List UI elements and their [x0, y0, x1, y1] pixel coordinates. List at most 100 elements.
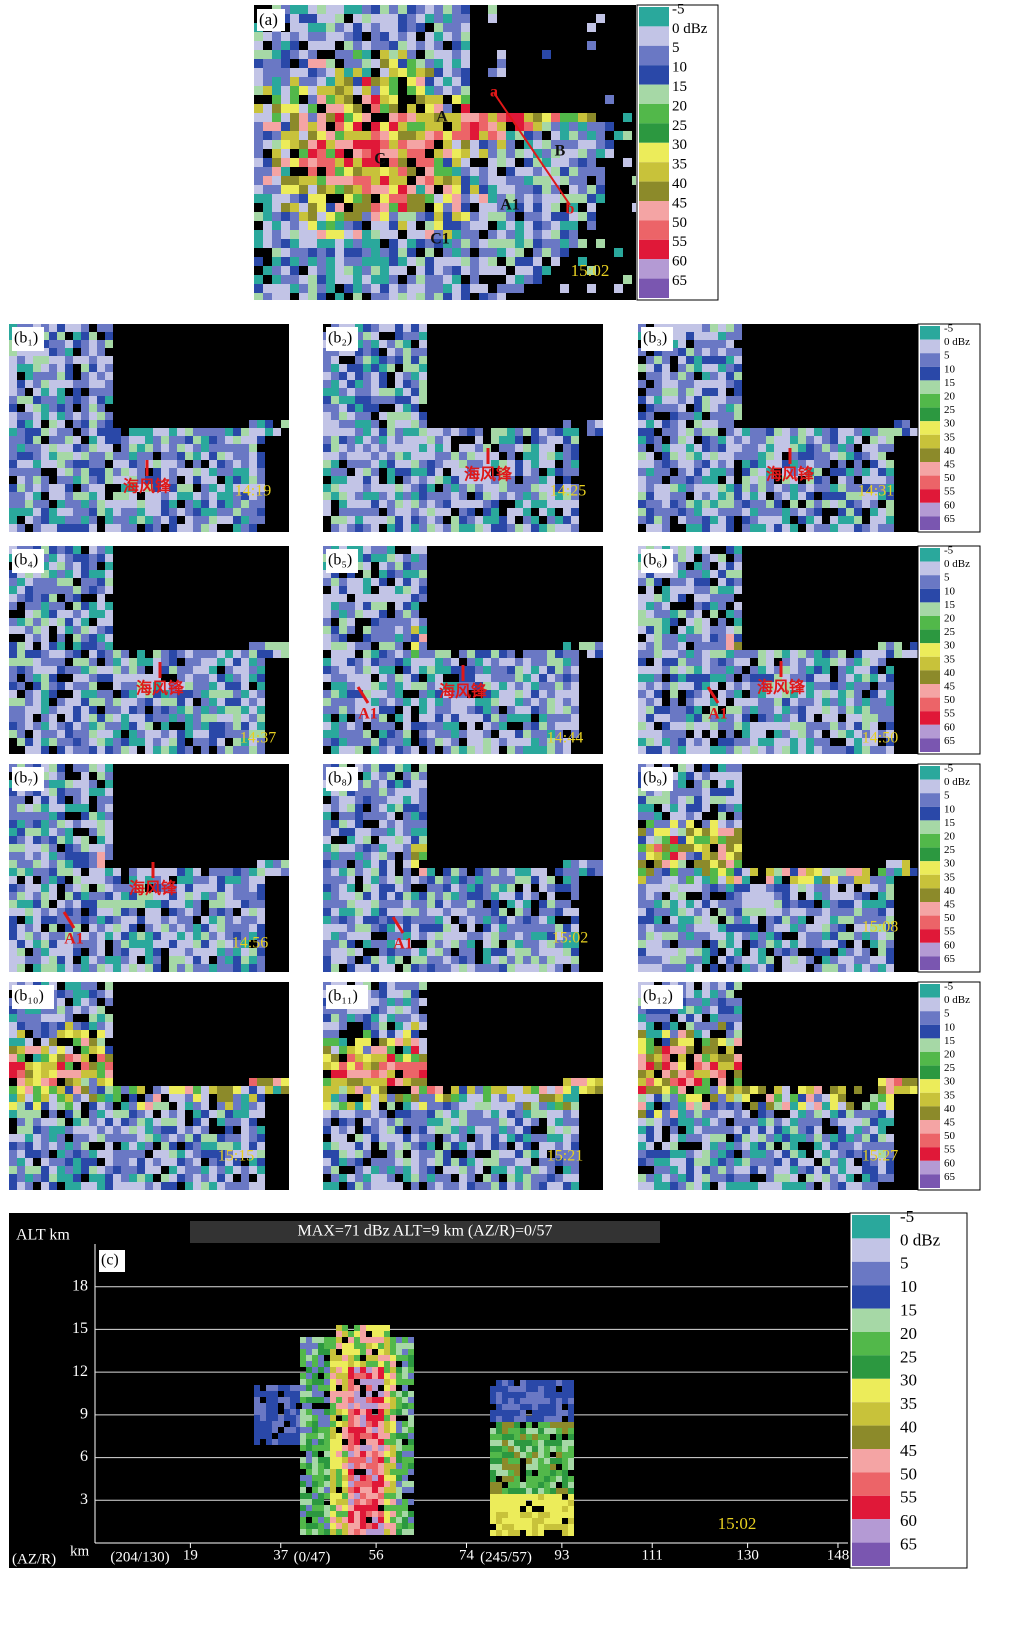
echo-cell	[371, 524, 379, 532]
echo-cell	[686, 746, 694, 754]
echo-cell	[389, 68, 398, 77]
echo-cell	[17, 618, 25, 626]
colorbar-label: 25	[944, 404, 956, 416]
echo-cell	[33, 452, 41, 460]
echo-cell	[726, 730, 734, 738]
echo-cell	[766, 746, 774, 754]
echo-cell	[57, 476, 65, 484]
echo-cell	[419, 396, 427, 404]
echo-cell	[344, 131, 353, 140]
echo-cell	[41, 578, 49, 586]
echo-cell	[331, 524, 339, 532]
echo-cell	[435, 714, 443, 722]
echo-cell	[217, 956, 225, 964]
colorbar-swatch	[639, 65, 669, 84]
echo-cell	[523, 706, 531, 714]
echo-cell	[411, 444, 419, 452]
echo-cell	[646, 602, 654, 610]
echo-cell	[662, 444, 670, 452]
echo-cell	[419, 420, 427, 428]
echo-cell	[73, 788, 81, 796]
echo-cell	[153, 468, 161, 476]
echo-cell	[694, 698, 702, 706]
echo-cell	[33, 626, 41, 634]
echo-cell	[547, 452, 555, 460]
echo-cell	[371, 468, 379, 476]
echo-cell	[89, 332, 97, 340]
colorbar-swatch	[920, 462, 940, 476]
echo-cell	[654, 380, 662, 388]
echo-cell	[177, 964, 185, 972]
echo-cell	[353, 23, 362, 32]
echo-cell	[662, 492, 670, 500]
echo-cell	[379, 812, 387, 820]
echo-cell	[389, 113, 398, 122]
echo-cell	[483, 722, 491, 730]
echo-cell	[254, 257, 263, 266]
echo-cell	[822, 666, 830, 674]
echo-cell	[49, 444, 57, 452]
echo-cell	[662, 428, 670, 436]
echo-cell	[209, 964, 217, 972]
echo-cell	[41, 388, 49, 396]
echo-cell	[89, 492, 97, 500]
echo-cell	[263, 59, 272, 68]
echo-cell	[335, 176, 344, 185]
echo-cell	[317, 41, 326, 50]
echo-cell	[403, 674, 411, 682]
echo-cell	[459, 650, 467, 658]
echo-cell	[467, 706, 475, 714]
echo-cell	[435, 460, 443, 468]
echo-cell	[241, 924, 249, 932]
echo-cell	[403, 666, 411, 674]
echo-cell	[638, 484, 646, 492]
echo-cell	[290, 50, 299, 59]
echo-cell	[539, 674, 547, 682]
echo-cell	[718, 500, 726, 508]
echo-cell	[185, 452, 193, 460]
echo-cell	[678, 706, 686, 714]
echo-cell	[578, 113, 587, 122]
echo-cell	[506, 185, 515, 194]
echo-cell	[734, 698, 742, 706]
echo-cell	[533, 122, 542, 131]
echo-cell	[17, 436, 25, 444]
echo-cell	[387, 706, 395, 714]
echo-cell	[670, 650, 678, 658]
echo-cell	[299, 68, 308, 77]
echo-cell	[886, 524, 894, 532]
echo-cell	[193, 452, 201, 460]
echo-cell	[65, 860, 73, 868]
echo-cell	[758, 746, 766, 754]
echo-cell	[798, 444, 806, 452]
echo-cell	[363, 772, 371, 780]
echo-cell	[389, 194, 398, 203]
echo-cell	[822, 476, 830, 484]
echo-cell	[97, 476, 105, 484]
echo-cell	[249, 436, 257, 444]
echo-cell	[257, 916, 265, 924]
echo-cell	[249, 428, 257, 436]
echo-cell	[434, 275, 443, 284]
echo-cell	[483, 714, 491, 722]
echo-cell	[331, 388, 339, 396]
echo-cell	[33, 730, 41, 738]
echo-cell	[9, 436, 17, 444]
echo-cell	[742, 508, 750, 516]
echo-cell	[411, 746, 419, 754]
echo-cell	[662, 508, 670, 516]
echo-cell	[515, 230, 524, 239]
echo-cell	[371, 812, 379, 820]
echo-cell	[398, 50, 407, 59]
echo-cell	[335, 50, 344, 59]
echo-cell	[531, 730, 539, 738]
colorbar-swatch	[920, 326, 940, 340]
echo-cell	[479, 131, 488, 140]
echo-cell	[257, 956, 265, 964]
echo-cell	[515, 674, 523, 682]
echo-cell	[838, 746, 846, 754]
echo-cell	[515, 176, 524, 185]
echo-cell	[389, 149, 398, 158]
echo-cell	[17, 706, 25, 714]
echo-cell	[814, 508, 822, 516]
